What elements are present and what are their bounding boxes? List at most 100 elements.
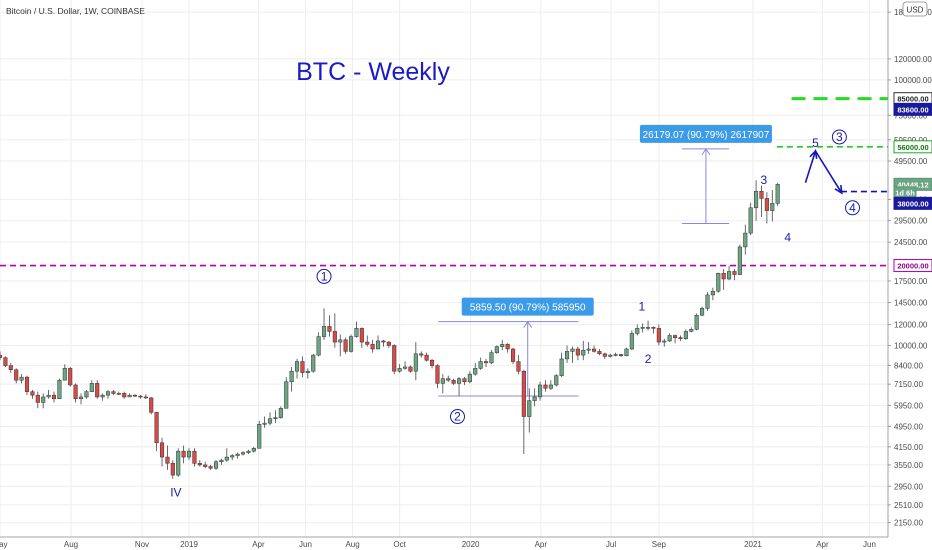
candle [73, 383, 78, 403]
currency-badge-label: USD [907, 6, 924, 15]
candle [370, 339, 375, 353]
x-tick-label: Apr [535, 540, 548, 549]
candle-body [332, 331, 337, 343]
candle-body [170, 463, 175, 476]
candle [392, 344, 397, 375]
wave-label: 2 [645, 352, 652, 366]
candle-body [273, 417, 278, 419]
candle-body [327, 326, 332, 332]
candle [138, 395, 143, 399]
candle-body [710, 291, 715, 296]
price-tag-label: 38000.00 [897, 199, 928, 208]
candle-body [456, 378, 462, 384]
candle-body [565, 351, 570, 360]
candle-body [732, 271, 737, 275]
candle [646, 320, 651, 331]
candle-body [338, 339, 343, 343]
candle-body [516, 361, 521, 372]
candle-body [365, 341, 370, 345]
candle [597, 348, 602, 356]
candle [273, 410, 278, 424]
candle-body [224, 456, 229, 461]
candle [251, 446, 256, 453]
y-tick-label: 120000.00 [894, 55, 932, 64]
candle [456, 377, 462, 397]
candle [446, 375, 451, 382]
candle-body [467, 373, 472, 383]
wave-label: 3 [760, 173, 767, 187]
candle [159, 437, 165, 467]
candle [732, 269, 737, 281]
candle-body [532, 396, 537, 401]
candle [527, 388, 532, 433]
candle-body [494, 346, 499, 353]
x-tick-label: Aug [64, 540, 78, 549]
candle-body [473, 368, 478, 375]
candle [710, 287, 715, 301]
candle [505, 343, 510, 353]
candle-body [19, 376, 24, 381]
candle-body [24, 376, 30, 392]
candle [122, 391, 127, 399]
y-tick-label: 2950.00 [894, 482, 923, 491]
measure-label-box[interactable] [461, 297, 594, 316]
candle [338, 334, 343, 357]
candle [424, 352, 429, 362]
price-tag [893, 140, 932, 154]
candle-body [737, 246, 742, 275]
candle-body [230, 455, 235, 458]
candle-body [116, 393, 121, 395]
candle-body [100, 394, 105, 398]
x-tick-label: Jun [299, 540, 312, 549]
candle-body [84, 391, 89, 398]
candle [224, 448, 229, 462]
candle-body [413, 353, 418, 372]
candle [559, 352, 564, 378]
candle [705, 291, 710, 311]
candle [743, 224, 748, 255]
candle-body [375, 340, 381, 350]
wave-projection-path [804, 149, 843, 195]
price-tag [893, 102, 932, 116]
candle [127, 393, 132, 398]
time-axis[interactable]: May Aug Nov 2019 Apr Jun Aug Oct 2020 Apr Jul Sep 20… [0, 536, 932, 550]
candle-body [35, 394, 40, 403]
candle [381, 339, 386, 347]
candle [565, 345, 570, 363]
measure-label-box[interactable] [639, 124, 772, 143]
currency-badge[interactable]: USD [902, 1, 928, 17]
y-tick-label: 14500.00 [894, 299, 928, 308]
candle [737, 244, 742, 276]
candle-body [694, 314, 699, 330]
candle [419, 351, 424, 358]
candle [473, 362, 478, 376]
x-tick-label: 2020 [462, 540, 480, 549]
candle [429, 358, 435, 369]
candle [548, 380, 553, 390]
price-axis[interactable]: 180000.00120000.00100000.0073600.0059500… [887, 0, 932, 550]
candle-body [267, 418, 273, 424]
x-tick-label: Oct [393, 540, 406, 549]
candle-body [105, 391, 111, 396]
candle [219, 458, 224, 465]
candle [500, 339, 505, 351]
candle-body [754, 190, 759, 209]
candle-body [149, 397, 154, 413]
candle-body [716, 273, 721, 292]
candle [181, 445, 186, 464]
candle-body [203, 464, 208, 467]
candle-body [597, 351, 602, 355]
price-axis-background [888, 0, 932, 550]
candle [494, 345, 499, 354]
candle-body [192, 450, 197, 464]
candle-body [408, 366, 413, 372]
candle [257, 420, 262, 449]
candle-body [624, 348, 629, 356]
candle-body [505, 344, 510, 350]
candle [3, 356, 8, 367]
candle-body [78, 396, 84, 400]
candle [586, 342, 591, 354]
candle-body [186, 450, 192, 458]
candle [246, 449, 251, 455]
candle-body [154, 412, 159, 444]
